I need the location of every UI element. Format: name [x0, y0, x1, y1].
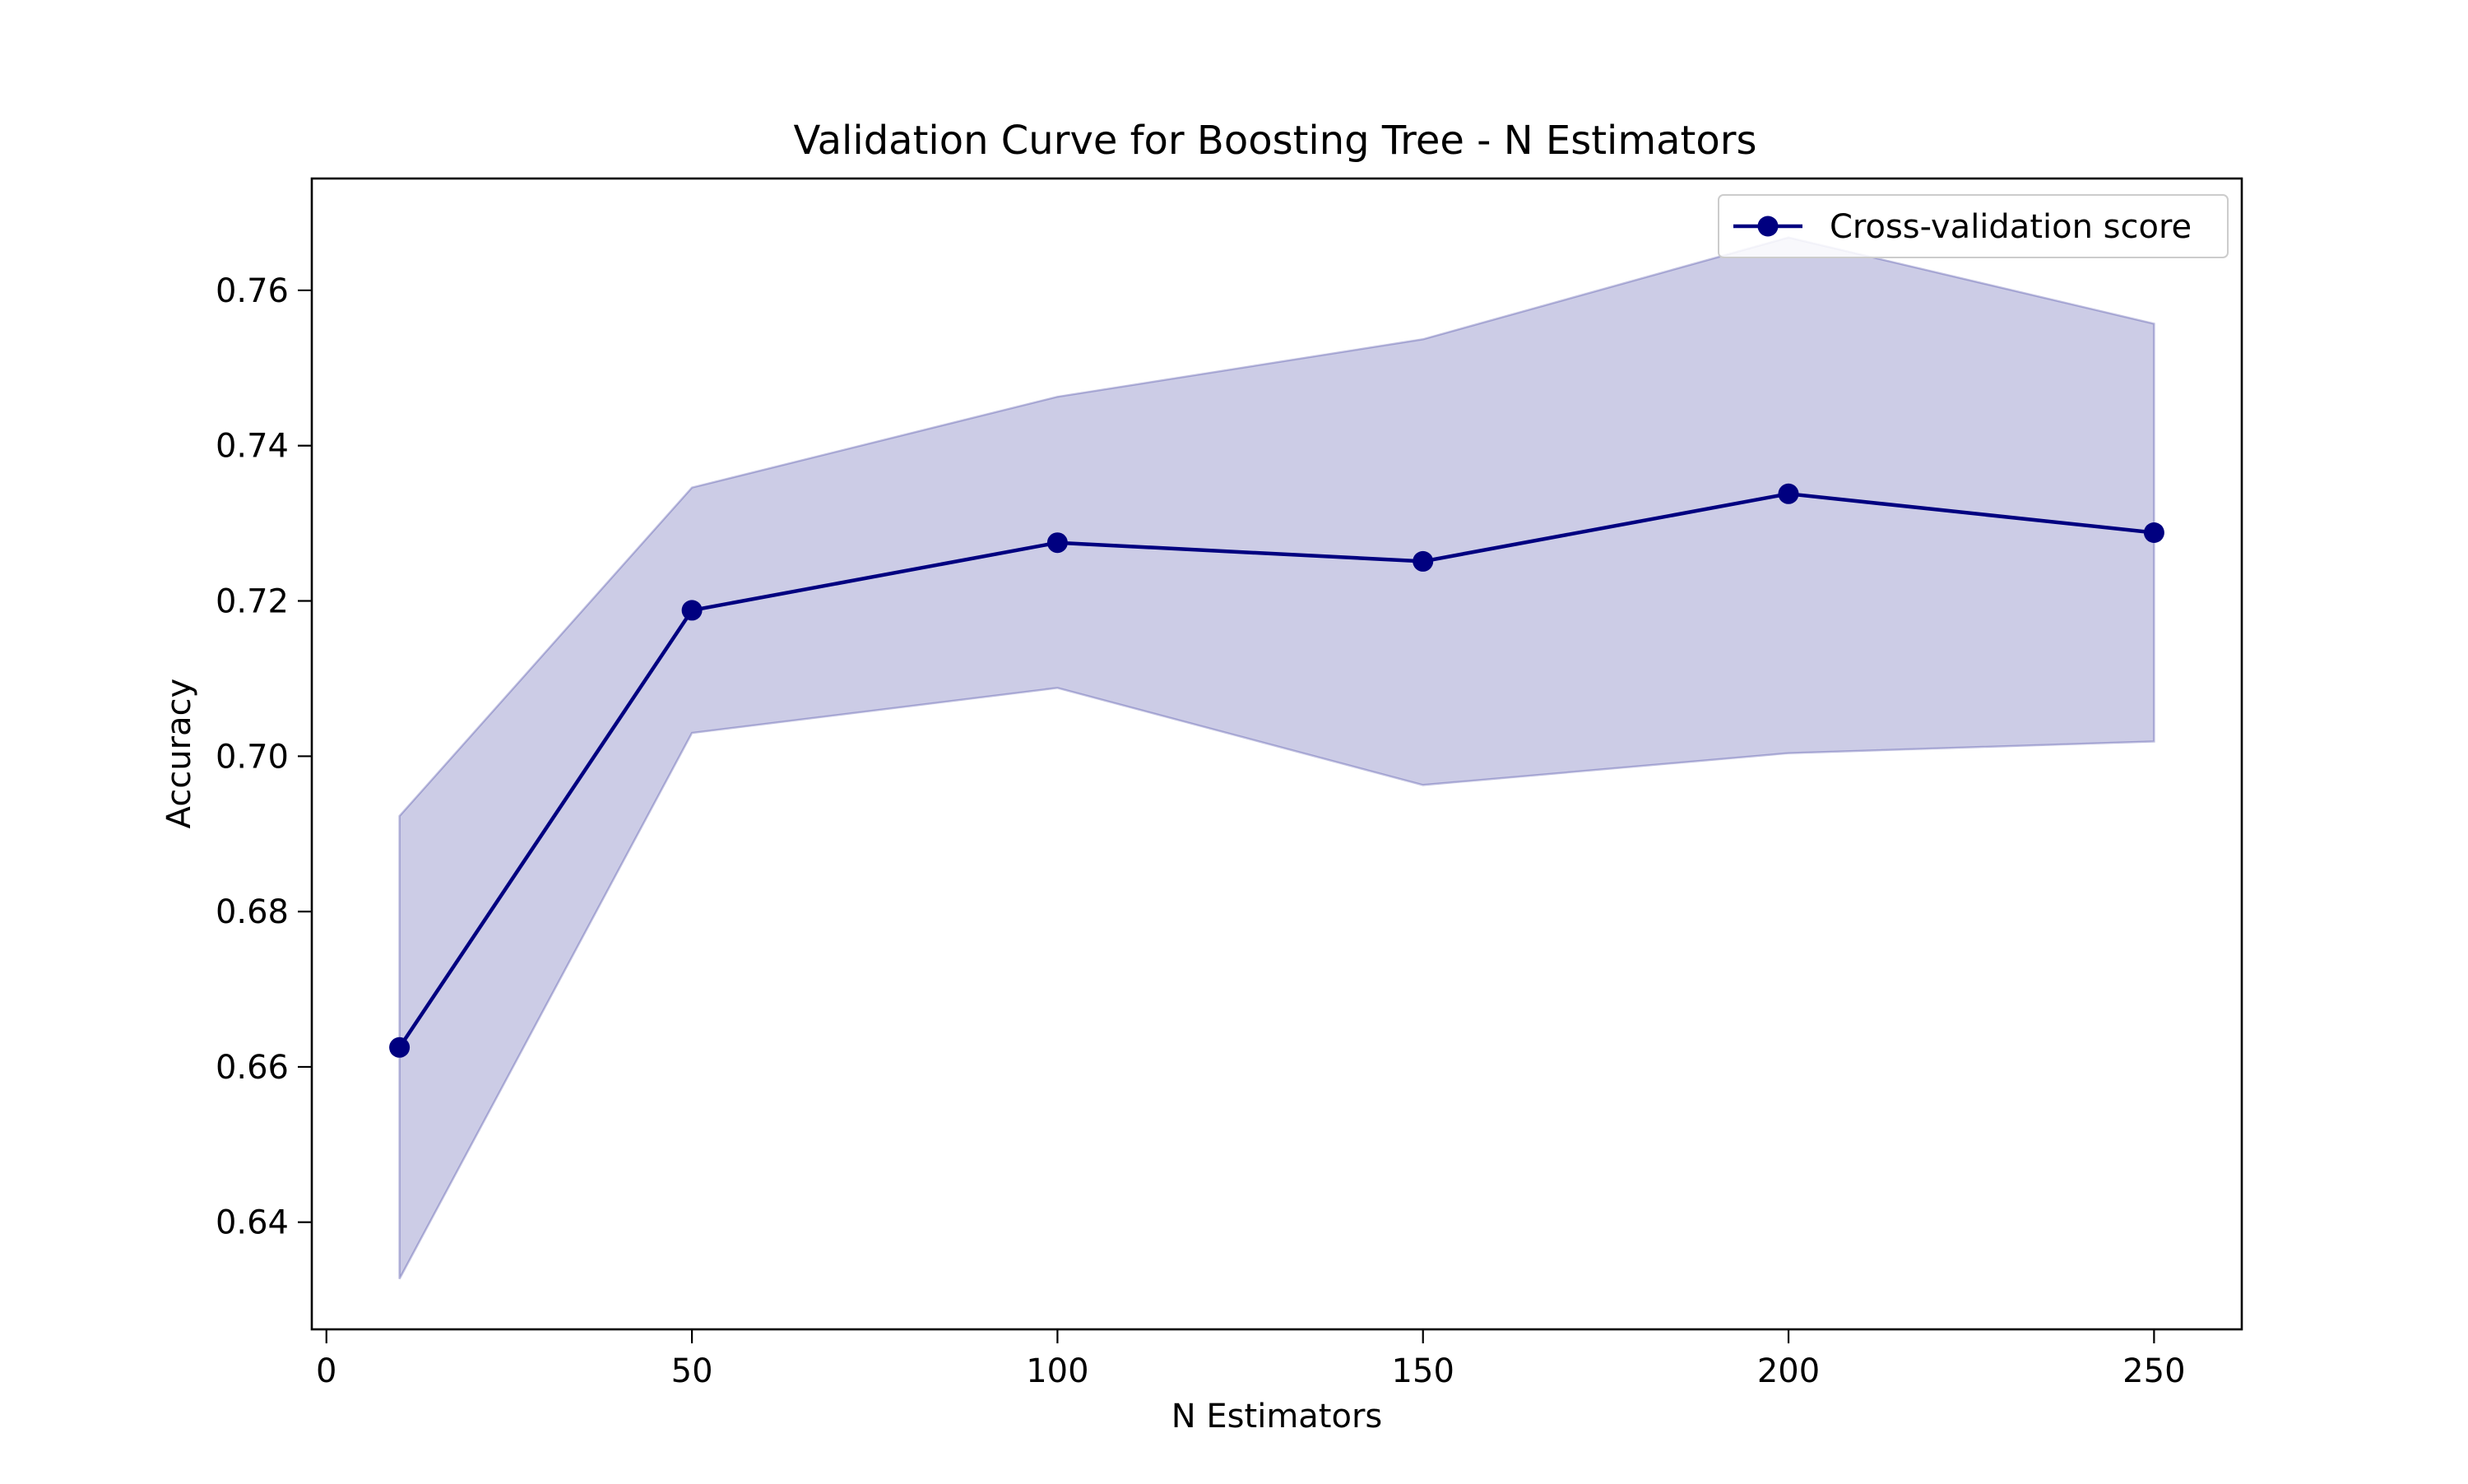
x-tick-label: 0: [316, 1352, 336, 1390]
x-tick-label: 150: [1392, 1352, 1454, 1390]
y-tick-label: 0.76: [216, 272, 289, 310]
data-point: [1778, 483, 1799, 504]
y-tick-label: 0.64: [216, 1204, 289, 1242]
std-band: [398, 236, 2155, 1280]
y-tick-label: 0.74: [216, 428, 289, 466]
x-axis-label: N Estimators: [1171, 1398, 1382, 1435]
data-point: [389, 1036, 411, 1058]
y-axis-label: Accuracy: [160, 679, 198, 829]
y-tick-label: 0.66: [216, 1049, 289, 1087]
plot-area: [389, 236, 2164, 1280]
data-point: [1413, 550, 1434, 572]
series-line: [397, 492, 2156, 1050]
y-tick-label: 0.68: [216, 893, 289, 931]
y-tick-label: 0.70: [216, 738, 289, 776]
x-axis: 0 50 100 150 200 250: [316, 1329, 2186, 1390]
legend-label: Cross-validation score: [1830, 208, 2192, 246]
x-tick-label: 50: [671, 1352, 713, 1390]
axes-frame: [310, 177, 2243, 1331]
y-tick-label: 0.72: [216, 583, 289, 621]
data-point: [1046, 532, 1068, 554]
y-axis: 0.64 0.66 0.68 0.70 0.72 0.74 0.76: [216, 272, 312, 1242]
data-point: [681, 600, 703, 621]
x-tick-label: 200: [1757, 1352, 1820, 1390]
x-tick-label: 100: [1026, 1352, 1088, 1390]
chart-title: Validation Curve for Boosting Tree - N E…: [794, 118, 1757, 164]
legend-box: [1718, 194, 2229, 258]
legend-marker: [1757, 216, 1779, 237]
legend: Cross-validation score: [1718, 194, 2229, 258]
x-tick-label: 250: [2122, 1352, 2185, 1390]
data-point: [2143, 522, 2164, 543]
